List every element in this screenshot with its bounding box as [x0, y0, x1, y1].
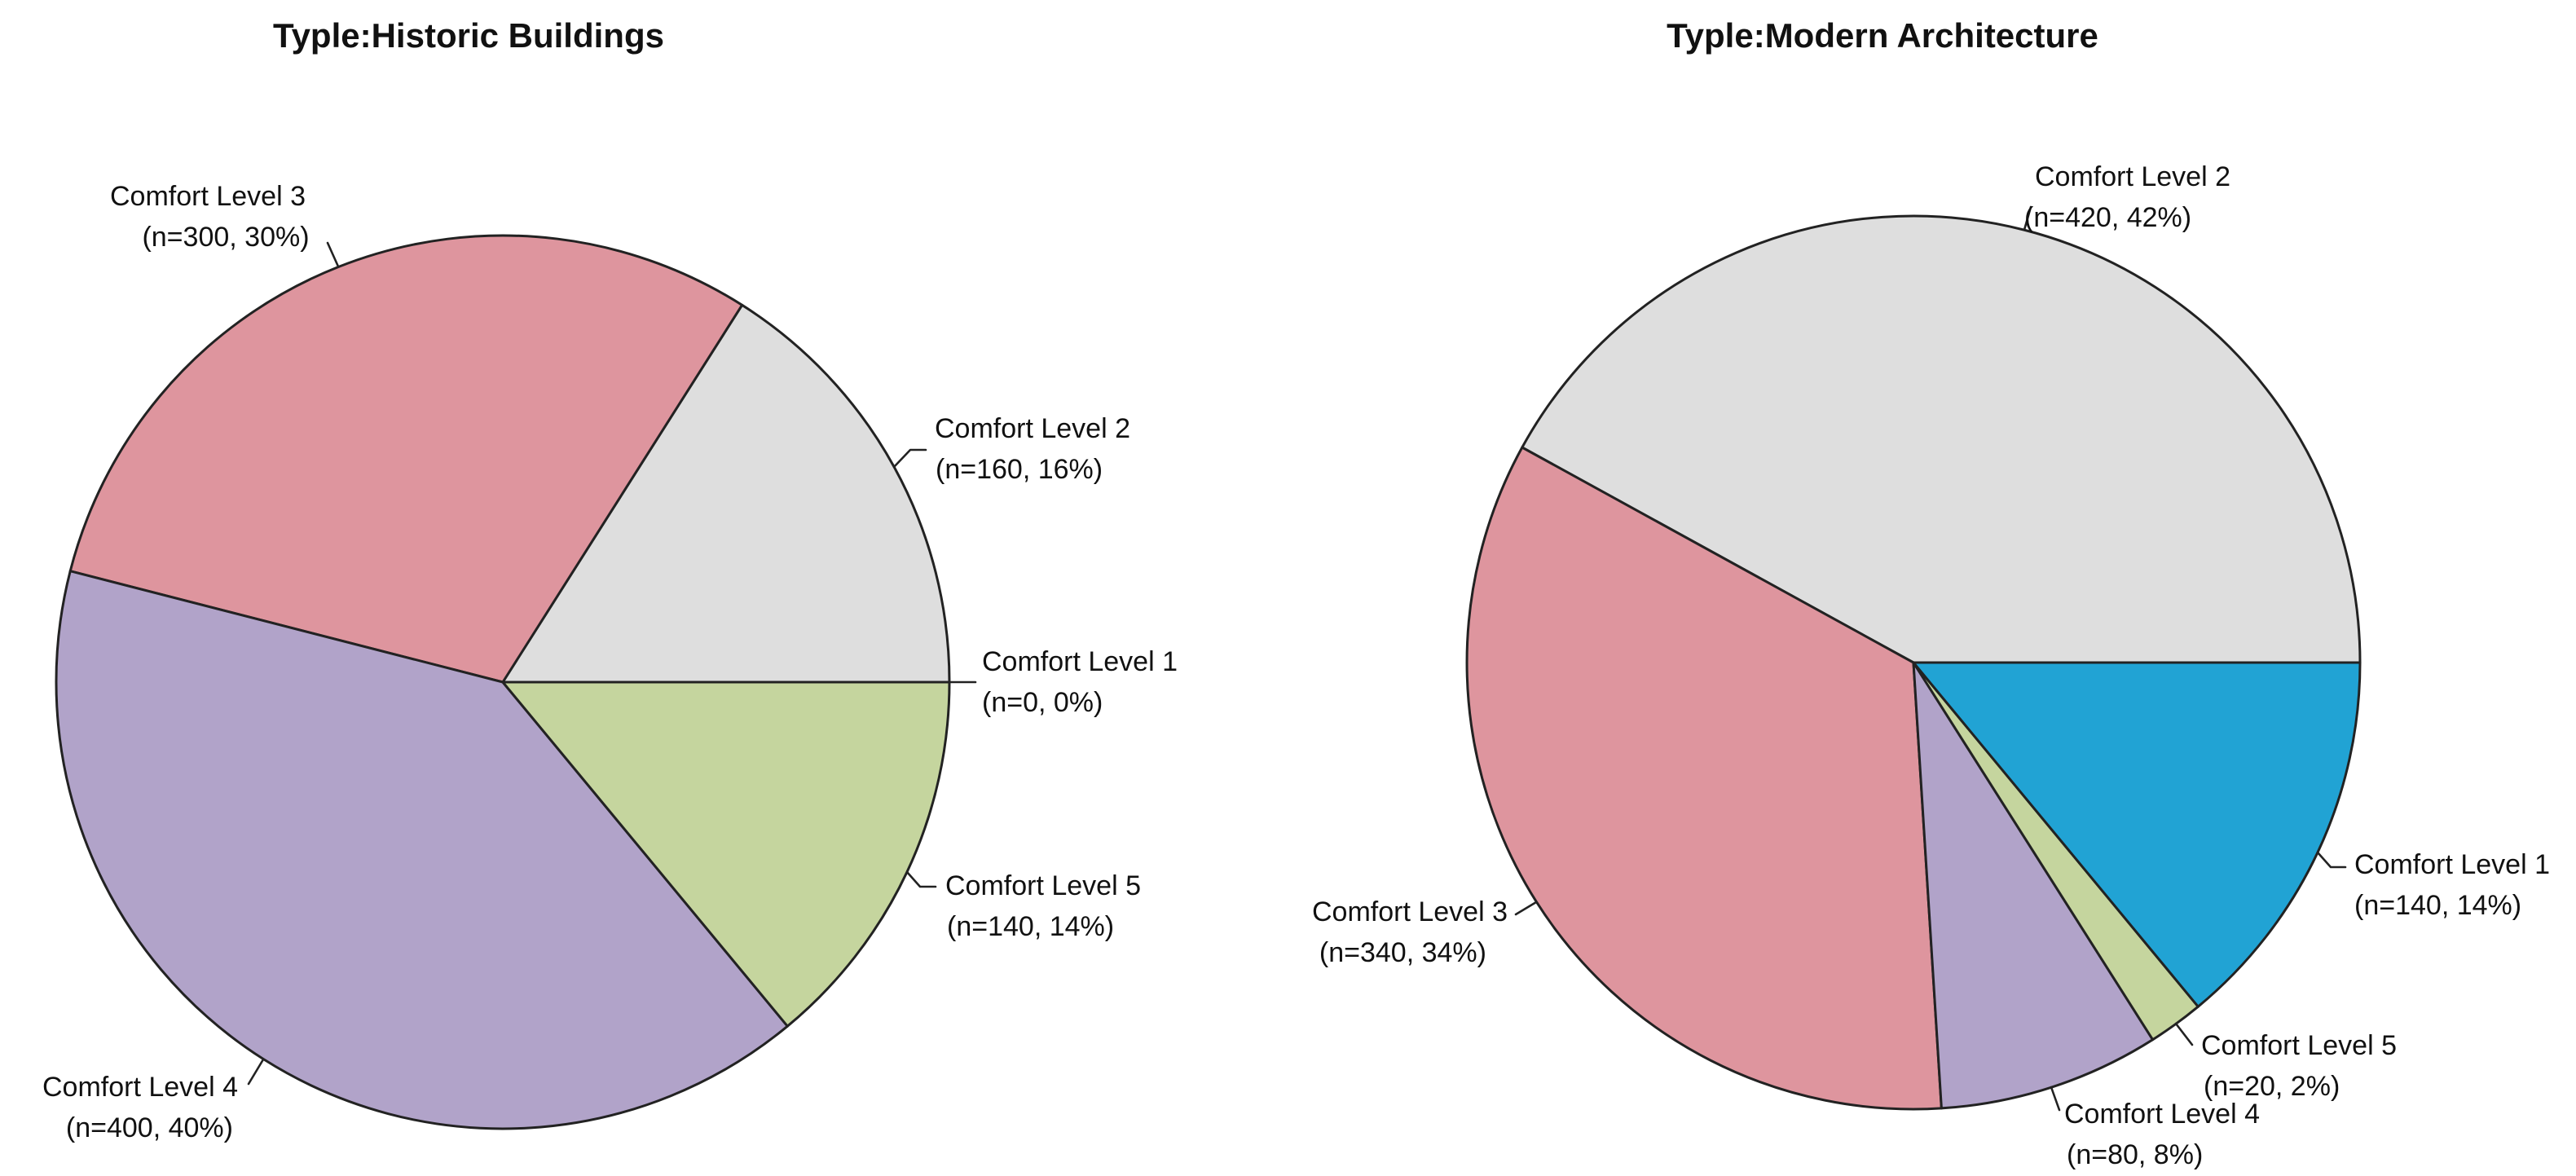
slice-label-comfort-level-1-name: Comfort Level 1 [982, 646, 1178, 677]
slice-label-comfort-level-4-name: Comfort Level 4 [42, 1072, 238, 1103]
pie-0: Comfort Level 1 (n=0, 0%) Comfort Level 2 (… [42, 181, 1178, 1143]
leader-line-comfort-level-4 [247, 1058, 265, 1086]
slice-label-comfort-level-5-name: Comfort Level 5 [945, 870, 1141, 901]
leader-line-comfort-level-3 [1514, 901, 1538, 916]
leader-line-comfort-level-2 [2023, 205, 2032, 231]
slice-label-comfort-level-1-count: (n=140, 14%) [2354, 890, 2521, 921]
leader-line-comfort-level-3 [326, 241, 340, 268]
chart-title-historic-buildings: Typle:Historic Buildings [273, 16, 664, 55]
slice-label-comfort-level-3-count: (n=300, 30%) [142, 222, 309, 253]
leader-line-comfort-level-4 [2050, 1086, 2061, 1112]
leader-line-comfort-level-2 [892, 448, 927, 469]
chart-title-modern-architecture: Typle:Modern Architecture [1667, 16, 2098, 55]
leader-line-comfort-level-5 [905, 870, 937, 888]
slice-label-comfort-level-5-name: Comfort Level 5 [2201, 1030, 2397, 1061]
slice-label-comfort-level-3-name: Comfort Level 3 [1312, 896, 1508, 927]
slice-label-comfort-level-1-count: (n=0, 0%) [982, 687, 1103, 718]
slice-label-comfort-level-2-name: Comfort Level 2 [935, 413, 1130, 444]
slice-label-comfort-level-3-count: (n=340, 34%) [1319, 937, 1486, 968]
slice-label-comfort-level-5-count: (n=20, 2%) [2204, 1071, 2340, 1102]
leader-line-comfort-level-5 [2174, 1022, 2194, 1046]
slice-label-comfort-level-1-name: Comfort Level 1 [2354, 849, 2550, 880]
slice-label-comfort-level-5-count: (n=140, 14%) [947, 911, 1114, 942]
pie-1: Comfort Level 2 (n=420, 42%) Comfort Level… [1312, 161, 2550, 1170]
slice-label-comfort-level-3-name: Comfort Level 3 [110, 181, 306, 212]
slice-label-comfort-level-2-name: Comfort Level 2 [2035, 161, 2230, 192]
slice-label-comfort-level-4-name: Comfort Level 4 [2064, 1099, 2260, 1130]
slice-label-comfort-level-4-count: (n=80, 8%) [2067, 1139, 2203, 1170]
slice-label-comfort-level-4-count: (n=400, 40%) [66, 1112, 233, 1143]
slice-label-comfort-level-2-count: (n=160, 16%) [936, 454, 1103, 485]
leader-line-comfort-level-1 [2316, 851, 2347, 869]
slice-label-comfort-level-2-count: (n=420, 42%) [2024, 202, 2191, 233]
